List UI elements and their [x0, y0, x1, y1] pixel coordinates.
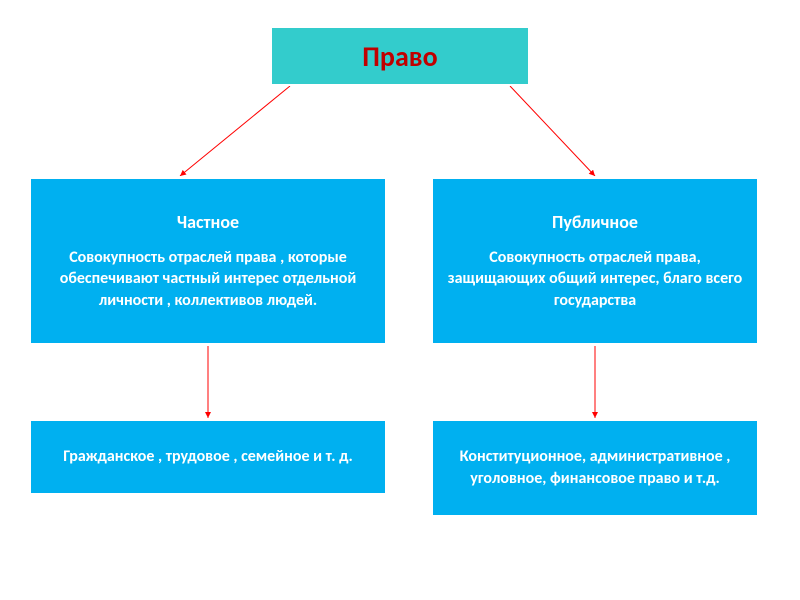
- branch-private-title: Частное: [177, 211, 239, 233]
- branch-private-sub: Гражданское , трудовое , семейное и т. д…: [28, 418, 388, 496]
- branch-private-main: Частное Совокупность отраслей права , ко…: [28, 176, 388, 346]
- branch-public-title: Публичное: [552, 211, 638, 233]
- branch-public-sub-body: Конституционное, административное , угол…: [433, 446, 757, 489]
- root-label: Право: [362, 39, 437, 74]
- branch-public-sub: Конституционное, административное , угол…: [430, 418, 760, 518]
- branch-private-sub-body: Гражданское , трудовое , семейное и т. д…: [53, 446, 363, 468]
- root-node: Право: [270, 26, 530, 86]
- branch-private-body: Совокупность отраслей права , которые об…: [31, 247, 385, 312]
- branch-public-main: Публичное Совокупность отраслей права, з…: [430, 176, 760, 346]
- branch-public-body: Совокупность отраслей права, защищающих …: [433, 247, 757, 312]
